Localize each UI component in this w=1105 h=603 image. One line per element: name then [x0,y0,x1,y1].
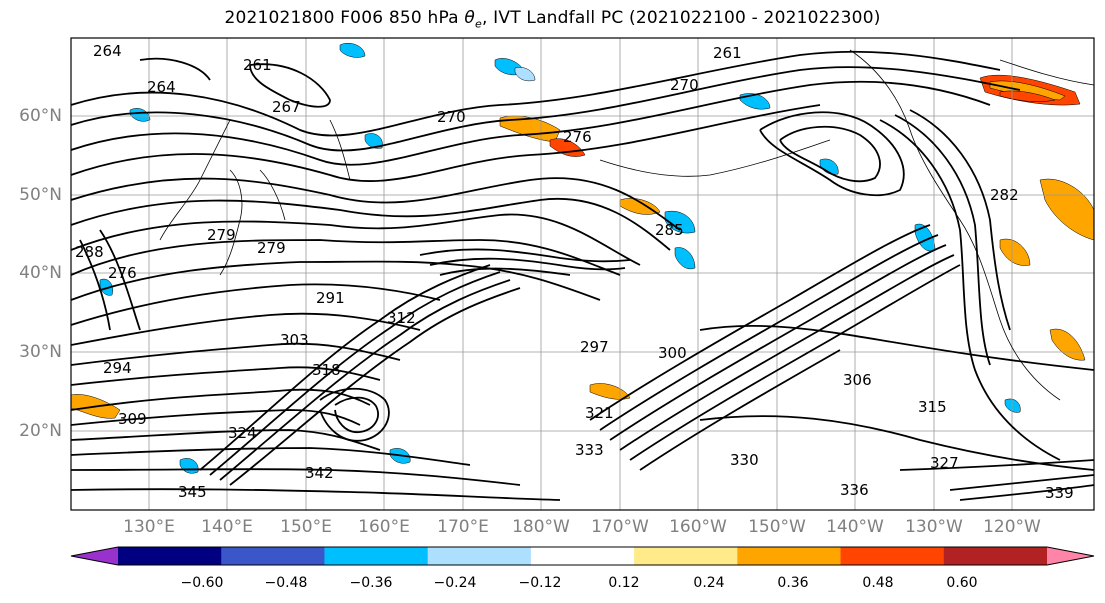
colorbar-cell [530,547,635,565]
contour-label: 288 [75,243,104,261]
contour-label: 267 [272,98,301,116]
contour-label: 336 [840,481,869,499]
lon-label-170e: 170°E [437,517,489,537]
contour-label: 309 [118,410,147,428]
coastlines [159,49,1094,401]
colorbar-tick-label: 0.60 [946,575,978,591]
map-area [71,38,1094,510]
lon-label-160e: 160°E [358,517,410,537]
lat-label-40n: 40°N [19,263,62,283]
contour-labels: 264 261 264 267 270 276 261 270 279 279 … [75,42,1074,502]
lon-label-140w: 140°W [826,517,884,537]
colorbar-cell [840,547,945,565]
lat-label-30n: 30°N [19,342,62,362]
colorbar-cell [737,547,842,565]
colorbar-tick-label: −0.36 [349,575,393,591]
contour-label: 345 [178,483,207,501]
lon-label-160w: 160°W [669,517,727,537]
contour-label: 264 [93,42,122,60]
colorbar-tick-label: 0.36 [777,575,809,591]
colorbar-tick-label: −0.48 [264,575,308,591]
map-frame [70,37,1095,511]
colorbar-tick-label: −0.12 [518,575,562,591]
contour-label: 321 [585,404,614,422]
lon-label-150e: 150°E [280,517,332,537]
contour-label: 333 [575,441,604,459]
contour-label: 312 [387,309,416,327]
lon-label-140e: 140°E [201,517,253,537]
contour-label: 270 [437,108,466,126]
contour-label: 303 [280,331,309,349]
map-title: 2021021800 F006 850 hPa θe, IVT Landfall… [224,8,881,31]
colorbar-cell [324,547,429,565]
colorbar-cell [634,547,738,565]
contour-label: 282 [990,186,1019,204]
contour-label: 324 [228,424,257,442]
contour-label: 327 [930,454,959,472]
colorbar-tick-label: −0.24 [433,575,477,591]
contour-label: 315 [918,398,947,416]
contour-label: 300 [658,344,687,362]
colorbar-cell [943,547,1048,565]
contour-label: 342 [305,464,334,482]
lon-label-120w: 120°W [983,517,1041,537]
colorbar [70,546,1095,566]
lon-label-180w: 180°W [512,517,570,537]
contour-label: 279 [257,239,286,257]
lon-label-130w: 130°W [905,517,963,537]
colorbar-cell [118,547,222,565]
colorbar-tick-label: 0.12 [608,575,640,591]
contour-label: 261 [713,44,742,62]
colorbar-cell [427,547,532,565]
lon-label-170w: 170°W [591,517,649,537]
contour-label: 306 [843,371,872,389]
colorbar-over-arrow [1047,547,1094,565]
colorbar-tick-label: 0.48 [862,575,894,591]
contour-label: 261 [243,56,272,74]
contour-label: 276 [563,128,592,146]
contour-label: 291 [316,289,345,307]
colorbar-cell [221,547,325,565]
contour-label: 297 [580,338,609,356]
contour-label: 330 [730,451,759,469]
contour-label: 270 [670,76,699,94]
lon-label-130e: 130°E [123,517,175,537]
contour-label: 264 [147,78,176,96]
contour-label: 279 [207,226,236,244]
lat-label-20n: 20°N [19,421,62,441]
colorbar-tick-label: −0.60 [180,575,224,591]
theta-e-contours [71,50,1094,501]
contour-label: 285 [655,221,684,239]
lat-label-60n: 60°N [19,106,62,126]
lon-label-150w: 150°W [748,517,806,537]
colorbar-tick-label: 0.24 [693,575,725,591]
contour-label: 318 [312,361,341,379]
colorbar-under-arrow [71,547,118,565]
contour-label: 339 [1045,484,1074,502]
lat-label-50n: 50°N [19,185,62,205]
contour-label: 294 [103,359,132,377]
contour-label: 276 [108,264,137,282]
